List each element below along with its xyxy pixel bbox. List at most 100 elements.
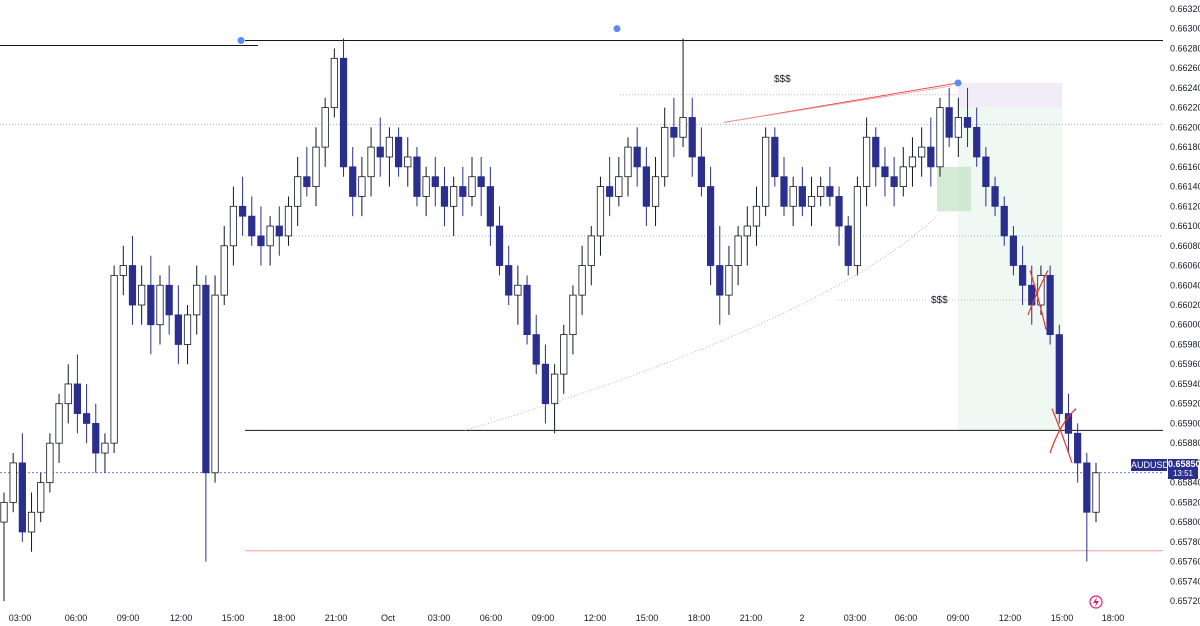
candle-body [46,442,54,484]
candle-body [450,186,458,207]
y-tick-label: 0.65840 [1170,478,1200,488]
candle-body [697,156,706,187]
candle-body [743,225,751,237]
candle-body [459,186,467,197]
y-tick-label: 0.66060 [1170,261,1200,271]
candle-body [505,265,513,296]
candle-body [385,136,394,158]
y-tick-label: 0.66300 [1170,24,1200,34]
y-tick-label: 0.66200 [1170,122,1200,132]
x-tick-label: 03:00 [844,613,867,623]
lightning-icon[interactable] [1089,595,1103,609]
x-tick-label: 18:00 [273,613,296,623]
y-tick-label: 0.66020 [1170,300,1200,310]
candle-body [92,423,100,454]
candle-body [789,186,797,207]
price-axis[interactable]: 0.66320 0.66300 0.66280 0.66260 0.66240 0.662… [1170,4,1200,606]
x-tick-label: 12:00 [584,613,607,623]
y-tick-label: 0.65980 [1170,339,1200,349]
candle-body [532,334,540,365]
candle-body [266,225,274,247]
x-tick-label: 15:00 [636,613,659,623]
candle-body [1064,413,1073,434]
x-tick-label: 15:00 [1051,613,1074,623]
time-axis[interactable]: 03:00 06:00 09:00 12:00 15:00 18:00 21:00 Oct 03… [9,613,1125,623]
x-tick-label: 06:00 [895,613,918,623]
candle-body [486,186,494,227]
bar-countdown: 13:51 [1172,469,1194,478]
candle-body [716,265,724,296]
x-tick-label: 09:00 [117,613,140,623]
y-tick-label: 0.66260 [1170,63,1200,73]
candle-body [440,186,449,207]
entry-zone [937,166,971,212]
candle-body [541,363,550,405]
candle-body [807,196,816,207]
candle-body [752,205,761,227]
last-price-badge: 0.65850 13:51 [1168,459,1200,479]
liquidity-high-label: $$$ [774,74,791,85]
y-tick-label: 0.65900 [1170,418,1200,428]
candle-body [578,265,586,296]
candle-body [826,186,834,197]
candle-body [1037,274,1045,306]
y-tick-label: 0.65820 [1170,497,1200,507]
candle-body [569,294,577,336]
candle-body [817,186,825,197]
candle-body [514,284,522,296]
candle-body [128,265,137,306]
x-tick-label: 2 [799,613,804,623]
y-tick-label: 0.65740 [1170,576,1200,586]
candle-body [211,294,219,474]
candle-body [633,146,641,168]
x-tick-label: 12:00 [999,613,1022,623]
candle-body [853,186,862,266]
candle-body [413,156,421,197]
candle-body [404,156,412,168]
candle-body [936,107,944,168]
candle-body [762,136,770,207]
candle-body [679,117,687,138]
x-tick-label: 21:00 [740,613,763,623]
x-tick-label: 12:00 [170,613,193,623]
candle-body [1000,205,1008,237]
x-tick-label: 09:00 [532,613,555,623]
candle-body [55,403,63,444]
candle-body [945,107,953,138]
candle-body [294,176,302,207]
x-tick-label: 06:00 [480,613,503,623]
candle-body [495,225,504,266]
candle-body [349,166,357,197]
candle-body [973,126,981,158]
candle-body [468,176,476,197]
x-tick-label: 18:00 [1102,613,1125,623]
candle-body [477,176,485,187]
y-tick-label: 0.66320 [1170,4,1200,14]
x-tick-label: 09:00 [947,613,970,623]
y-tick-label: 0.65760 [1170,557,1200,567]
candle-body [238,205,247,217]
candle-body [725,265,733,296]
y-tick-label: 0.65780 [1170,537,1200,547]
candle-body [1055,334,1063,414]
candle-body [376,146,384,158]
candle-body [257,235,265,247]
swing-marker [237,37,245,45]
x-tick-label: 03:00 [428,613,451,623]
candle-body [165,284,173,316]
candle-body [193,284,201,316]
candle-body [798,186,806,207]
candle-body [927,146,935,168]
candle-body [651,176,660,207]
candle-body [661,126,669,178]
candle-body [138,284,146,306]
candle-body [1046,274,1054,336]
candle-body [1074,432,1082,464]
candle-body [422,176,430,197]
y-tick-label: 0.66100 [1170,221,1200,231]
candle-body [18,462,26,533]
candle-body [560,334,568,375]
candle-body [1028,284,1036,306]
candle-body [596,186,605,237]
